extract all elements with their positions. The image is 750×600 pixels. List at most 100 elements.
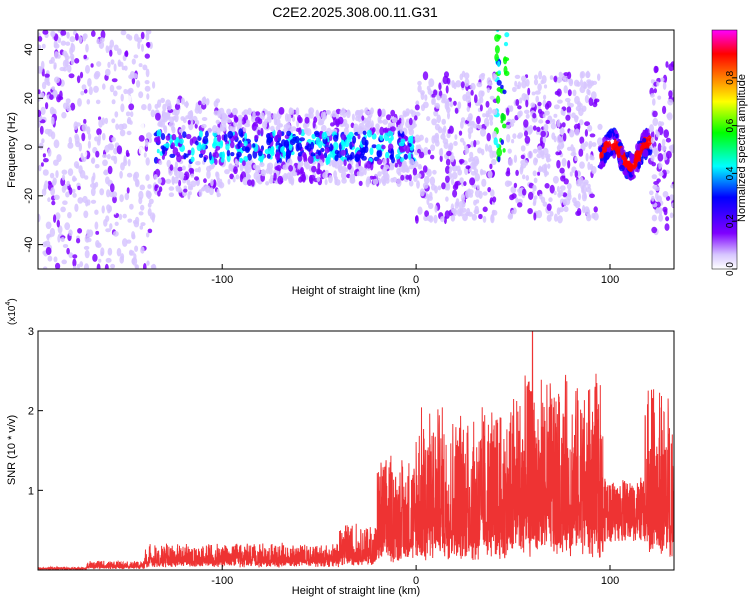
spectrogram-blob bbox=[446, 150, 452, 157]
spectrogram-blob bbox=[507, 148, 512, 154]
spectrogram-blob bbox=[428, 78, 435, 88]
spectrogram-blob bbox=[141, 104, 147, 111]
spectrogram-blob bbox=[652, 98, 656, 106]
spectrogram-blob bbox=[363, 146, 367, 154]
spectrogram-blob bbox=[587, 89, 591, 96]
spectrogram-blob bbox=[253, 164, 257, 170]
spectrogram-blob bbox=[322, 172, 328, 179]
colorbar-tick-label: 0.6 bbox=[725, 118, 736, 132]
spectrogram-blob bbox=[440, 133, 446, 140]
spectrogram-blob bbox=[658, 120, 662, 128]
spectrogram-blob bbox=[138, 211, 144, 216]
spectrogram-blob bbox=[491, 158, 497, 166]
spectrogram-blob bbox=[462, 141, 466, 146]
spectrogram-blob bbox=[494, 53, 499, 62]
spectrogram-blob bbox=[524, 130, 528, 137]
spectrogram-blob bbox=[260, 169, 267, 177]
spectrogram-blob bbox=[528, 191, 534, 200]
spectrogram-blob bbox=[66, 64, 72, 73]
spectrogram-blob bbox=[532, 125, 537, 131]
spectrogram-blob bbox=[146, 42, 151, 49]
spectrogram-blob bbox=[670, 184, 674, 189]
spectrogram-blob bbox=[585, 152, 589, 162]
spectrogram-blob bbox=[479, 168, 484, 176]
spectrogram-blob bbox=[556, 118, 561, 128]
spectrogram-blob bbox=[38, 213, 41, 223]
colorbar-tick-label: 0.4 bbox=[725, 166, 736, 180]
spectrogram-blob bbox=[509, 194, 515, 201]
spectrogram-blob bbox=[504, 180, 511, 187]
spectrogram-blob bbox=[266, 136, 273, 144]
spectrogram-blob bbox=[314, 132, 320, 138]
spectrogram-blob bbox=[229, 173, 234, 180]
spectrogram-blob bbox=[280, 146, 285, 153]
spectrogram-blob bbox=[215, 145, 221, 151]
spectrogram-blob bbox=[651, 195, 655, 202]
spectrogram-blob bbox=[441, 118, 447, 125]
spectrogram-blob bbox=[375, 123, 380, 129]
spectrogram-blob bbox=[41, 81, 47, 90]
spectrogram-blob bbox=[157, 177, 162, 184]
spectrogram-blob bbox=[282, 150, 286, 159]
spectrogram-blob bbox=[174, 103, 181, 110]
spectrogram-blob bbox=[324, 146, 330, 154]
spectrogram-blob bbox=[420, 104, 426, 112]
spectrogram-blob bbox=[282, 128, 288, 133]
spectrogram-blob bbox=[584, 121, 591, 127]
spectrogram-panel: -100 0 100 40 20 0 -20 -40 Height of straight … bbox=[6, 11, 675, 297]
spectrogram-blob bbox=[176, 154, 182, 163]
spectrogram-blob bbox=[355, 153, 360, 161]
spectrogram-blob bbox=[45, 221, 52, 230]
spectrogram-blob bbox=[666, 150, 672, 159]
spectrogram-blob bbox=[62, 67, 68, 72]
spectrogram-blob bbox=[303, 161, 308, 167]
spectrogram-blob bbox=[226, 108, 232, 115]
spectrogram-blob bbox=[386, 114, 392, 121]
spectrogram-blob bbox=[219, 123, 224, 132]
spectrogram-blob bbox=[230, 141, 235, 149]
spectrogram-blob bbox=[125, 111, 131, 117]
spectrogram-blob bbox=[523, 119, 529, 128]
spectrogram-blob bbox=[668, 145, 674, 151]
spectrogram-blob bbox=[369, 147, 374, 156]
spectrogram-blob bbox=[64, 222, 71, 231]
spectrogram-blob bbox=[502, 11, 506, 16]
spectrogram-blob bbox=[665, 61, 669, 68]
spectrogram-blob bbox=[428, 215, 434, 223]
spectrogram-blob bbox=[652, 146, 658, 155]
spectrogram-blob bbox=[557, 99, 563, 104]
spectrogram-blob bbox=[138, 135, 145, 142]
spectrogram-blob bbox=[76, 263, 81, 269]
spectrogram-blob bbox=[503, 16, 506, 23]
spectrogram-blob bbox=[562, 77, 567, 82]
spectrogram-blob bbox=[502, 89, 507, 95]
spectrogram-blob bbox=[187, 120, 191, 125]
spectrogram-blob bbox=[517, 202, 523, 208]
snr-series-line bbox=[38, 331, 674, 570]
spectrogram-x-ticks: -100 0 100 bbox=[211, 264, 619, 286]
spectrogram-blob bbox=[482, 113, 486, 118]
spectrogram-blob bbox=[566, 146, 572, 151]
spectrogram-blob bbox=[481, 178, 487, 187]
spectrogram-blob bbox=[310, 141, 315, 150]
spectrogram-blob bbox=[55, 170, 59, 179]
spectrogram-blob bbox=[288, 165, 293, 172]
spectrogram-blob bbox=[506, 107, 510, 116]
spectrogram-blob bbox=[111, 78, 118, 83]
spectrogram-blob bbox=[87, 78, 92, 87]
spectrogram-blob bbox=[66, 106, 72, 112]
spectrogram-blob bbox=[414, 134, 421, 143]
spectrogram-blob bbox=[163, 125, 168, 134]
spectrogram-blob bbox=[93, 72, 100, 80]
spectrogram-blob bbox=[244, 147, 250, 154]
spectrogram-blob bbox=[334, 149, 339, 155]
spectrogram-blob bbox=[537, 171, 541, 176]
spectrogram-blob bbox=[473, 199, 477, 206]
spectrogram-blob bbox=[67, 168, 74, 177]
spectrogram-blob bbox=[266, 116, 272, 121]
spectrogram-blob bbox=[66, 180, 70, 186]
spectrogram-blob bbox=[366, 160, 372, 169]
spectrogram-blob bbox=[328, 174, 333, 184]
spectrogram-blob bbox=[619, 164, 625, 172]
